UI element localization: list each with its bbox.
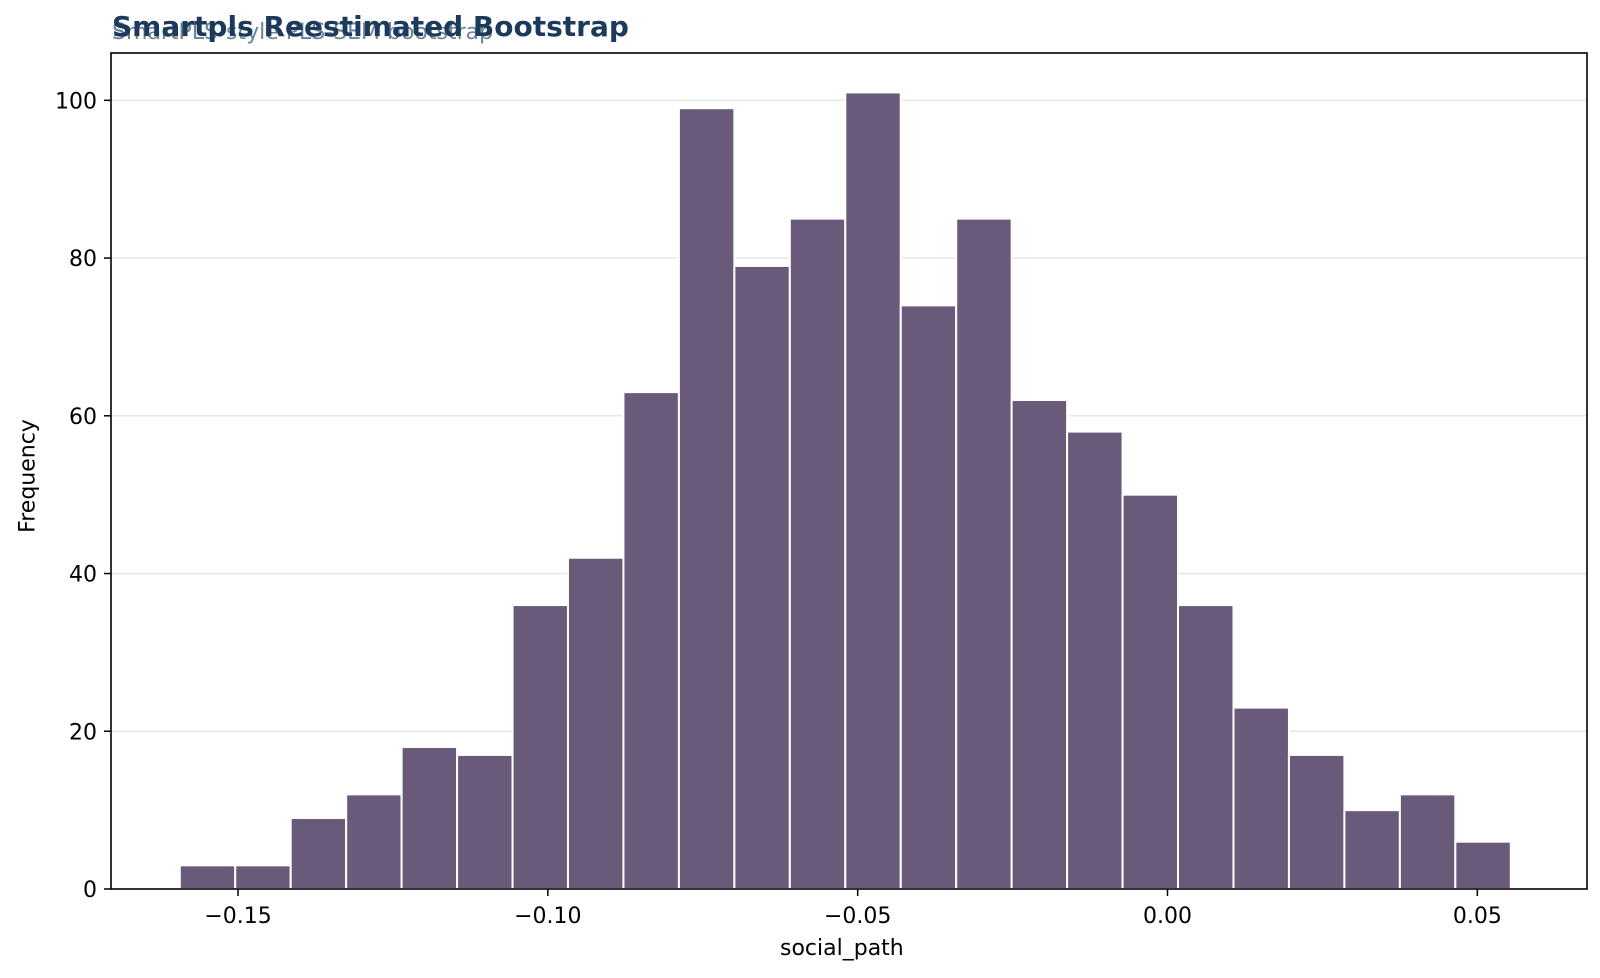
histogram-bar bbox=[1232, 706, 1290, 890]
x-tick-label: −0.10 bbox=[514, 904, 581, 929]
histogram-bar bbox=[1177, 604, 1235, 891]
histogram-bar bbox=[400, 746, 459, 890]
y-tick-label: 60 bbox=[69, 405, 97, 430]
x-axis-ticks: −0.15 −0.10 −0.05 0.00 0.05 bbox=[204, 889, 1502, 929]
histogram-bar bbox=[456, 753, 514, 890]
x-tick-label: 0.00 bbox=[1143, 904, 1192, 929]
y-axis-ticks: 0 20 40 60 80 100 bbox=[55, 89, 111, 903]
x-tick-label: −0.05 bbox=[824, 904, 891, 929]
y-axis-label: Frequency bbox=[15, 419, 41, 533]
chart-title: Smartpls Reestimated Bootstrap bbox=[112, 10, 629, 43]
histogram-bar bbox=[788, 217, 847, 891]
histogram-bar bbox=[511, 604, 569, 891]
chart-subtitle: SmartPLS-style PLS-SEM bootstrap bbox=[112, 20, 494, 45]
histogram-bar bbox=[899, 304, 958, 890]
histogram-bar bbox=[566, 556, 625, 890]
plot-frame bbox=[110, 52, 1588, 890]
y-tick-label: 0 bbox=[83, 878, 97, 903]
histogram-bar bbox=[1343, 809, 1401, 891]
histogram-bar bbox=[1454, 840, 1512, 891]
histogram-bar bbox=[622, 391, 680, 890]
histogram-bar bbox=[733, 264, 791, 890]
y-tick-label: 80 bbox=[69, 247, 97, 272]
histogram-bar bbox=[955, 217, 1013, 891]
histogram-bar bbox=[1066, 430, 1124, 890]
bars bbox=[178, 91, 1512, 891]
histogram-bar bbox=[178, 864, 237, 890]
y-tick-label: 40 bbox=[69, 563, 97, 588]
histogram-bar bbox=[677, 107, 736, 891]
histogram-bar bbox=[1010, 399, 1069, 890]
x-tick-label: 0.05 bbox=[1453, 904, 1502, 929]
x-axis-label: social_path bbox=[780, 936, 904, 961]
histogram-bar bbox=[345, 793, 403, 891]
histogram-bar bbox=[1398, 793, 1457, 891]
histogram-bar bbox=[234, 864, 292, 890]
histogram-bar bbox=[289, 817, 348, 890]
x-tick-label: −0.15 bbox=[204, 904, 271, 929]
histogram-bar bbox=[1287, 753, 1346, 890]
y-tick-label: 20 bbox=[69, 720, 97, 745]
histogram-bar bbox=[1121, 493, 1180, 890]
histogram-bar bbox=[844, 91, 902, 890]
y-tick-label: 100 bbox=[55, 89, 97, 114]
